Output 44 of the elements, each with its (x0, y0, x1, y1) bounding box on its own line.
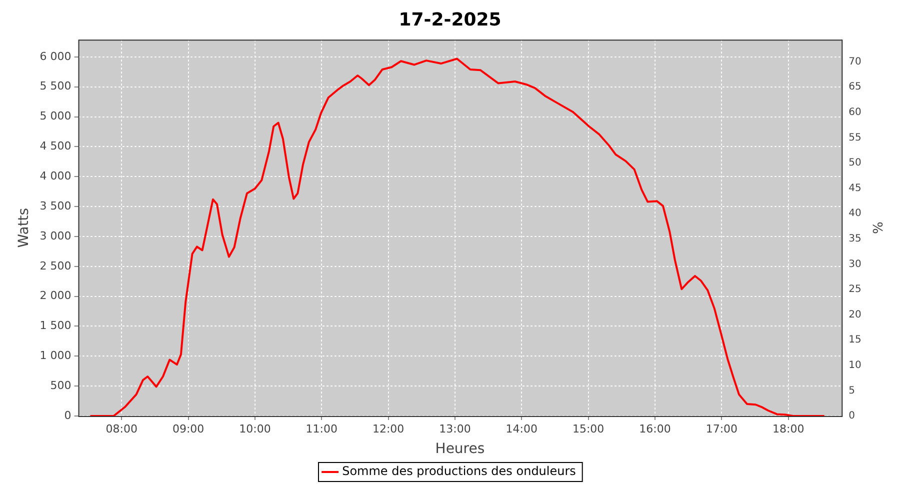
y2-tick-label: 10 (848, 360, 862, 371)
y2-tick-label: 35 (848, 234, 862, 245)
y-tick-label: 3 000 (40, 229, 72, 242)
y-tick-label: 500 (50, 378, 72, 392)
x-tick-label: 13:00 (439, 422, 471, 436)
x-tick-label: 09:00 (172, 422, 204, 436)
chart-title: 17-2-2025 (398, 9, 502, 30)
y-tick-label: 0 (64, 408, 72, 422)
x-tick-label: 15:00 (572, 422, 604, 436)
y-tick-label: 3 500 (40, 199, 72, 212)
y2-tick-label: 70 (848, 56, 862, 68)
y2-axis-title: % (868, 222, 884, 234)
y2-tick-label: 65 (848, 82, 862, 93)
y2-tick-label: 45 (848, 182, 862, 194)
y-tick-label: 1 000 (40, 349, 72, 362)
y-tick-label: 6 000 (40, 50, 72, 63)
x-axis-title: Heures (435, 441, 485, 458)
y-tick-label: 5 000 (40, 110, 72, 123)
y2-tick-label: 30 (848, 258, 862, 270)
x-tick-label: 08:00 (106, 422, 138, 436)
y2-tick-label: 40 (848, 208, 862, 220)
x-tick-label: 14:00 (506, 422, 538, 436)
y-tick-label: 5 500 (40, 80, 72, 93)
y2-tick-label: 5 (848, 385, 856, 396)
legend-label: Somme des productions des onduleurs (342, 464, 576, 478)
y2-tick-label: 20 (848, 309, 862, 320)
x-tick-label: 18:00 (772, 422, 804, 436)
x-tick-label: 10:00 (239, 422, 271, 436)
y-tick-label: 2 500 (40, 259, 72, 272)
y2-tick-label: 25 (848, 284, 862, 296)
y2-tick-label: 55 (848, 132, 862, 144)
y2-tick-label: 0 (848, 410, 856, 422)
x-tick-label: 11:00 (306, 422, 338, 436)
y2-tick-label: 60 (848, 107, 862, 118)
x-tick-label: 12:00 (372, 422, 404, 436)
y2-tick-label: 15 (848, 334, 862, 346)
y-tick-label: 4 000 (40, 169, 72, 182)
y-tick-label: 1 500 (40, 319, 72, 332)
y2-tick-label: 50 (848, 158, 862, 169)
y-axis-title: Watts (16, 208, 32, 248)
x-tick-label: 17:00 (706, 422, 738, 436)
y-tick-label: 2 000 (40, 289, 72, 302)
y-tick-label: 4 500 (40, 140, 72, 153)
x-tick-label: 16:00 (639, 422, 671, 436)
